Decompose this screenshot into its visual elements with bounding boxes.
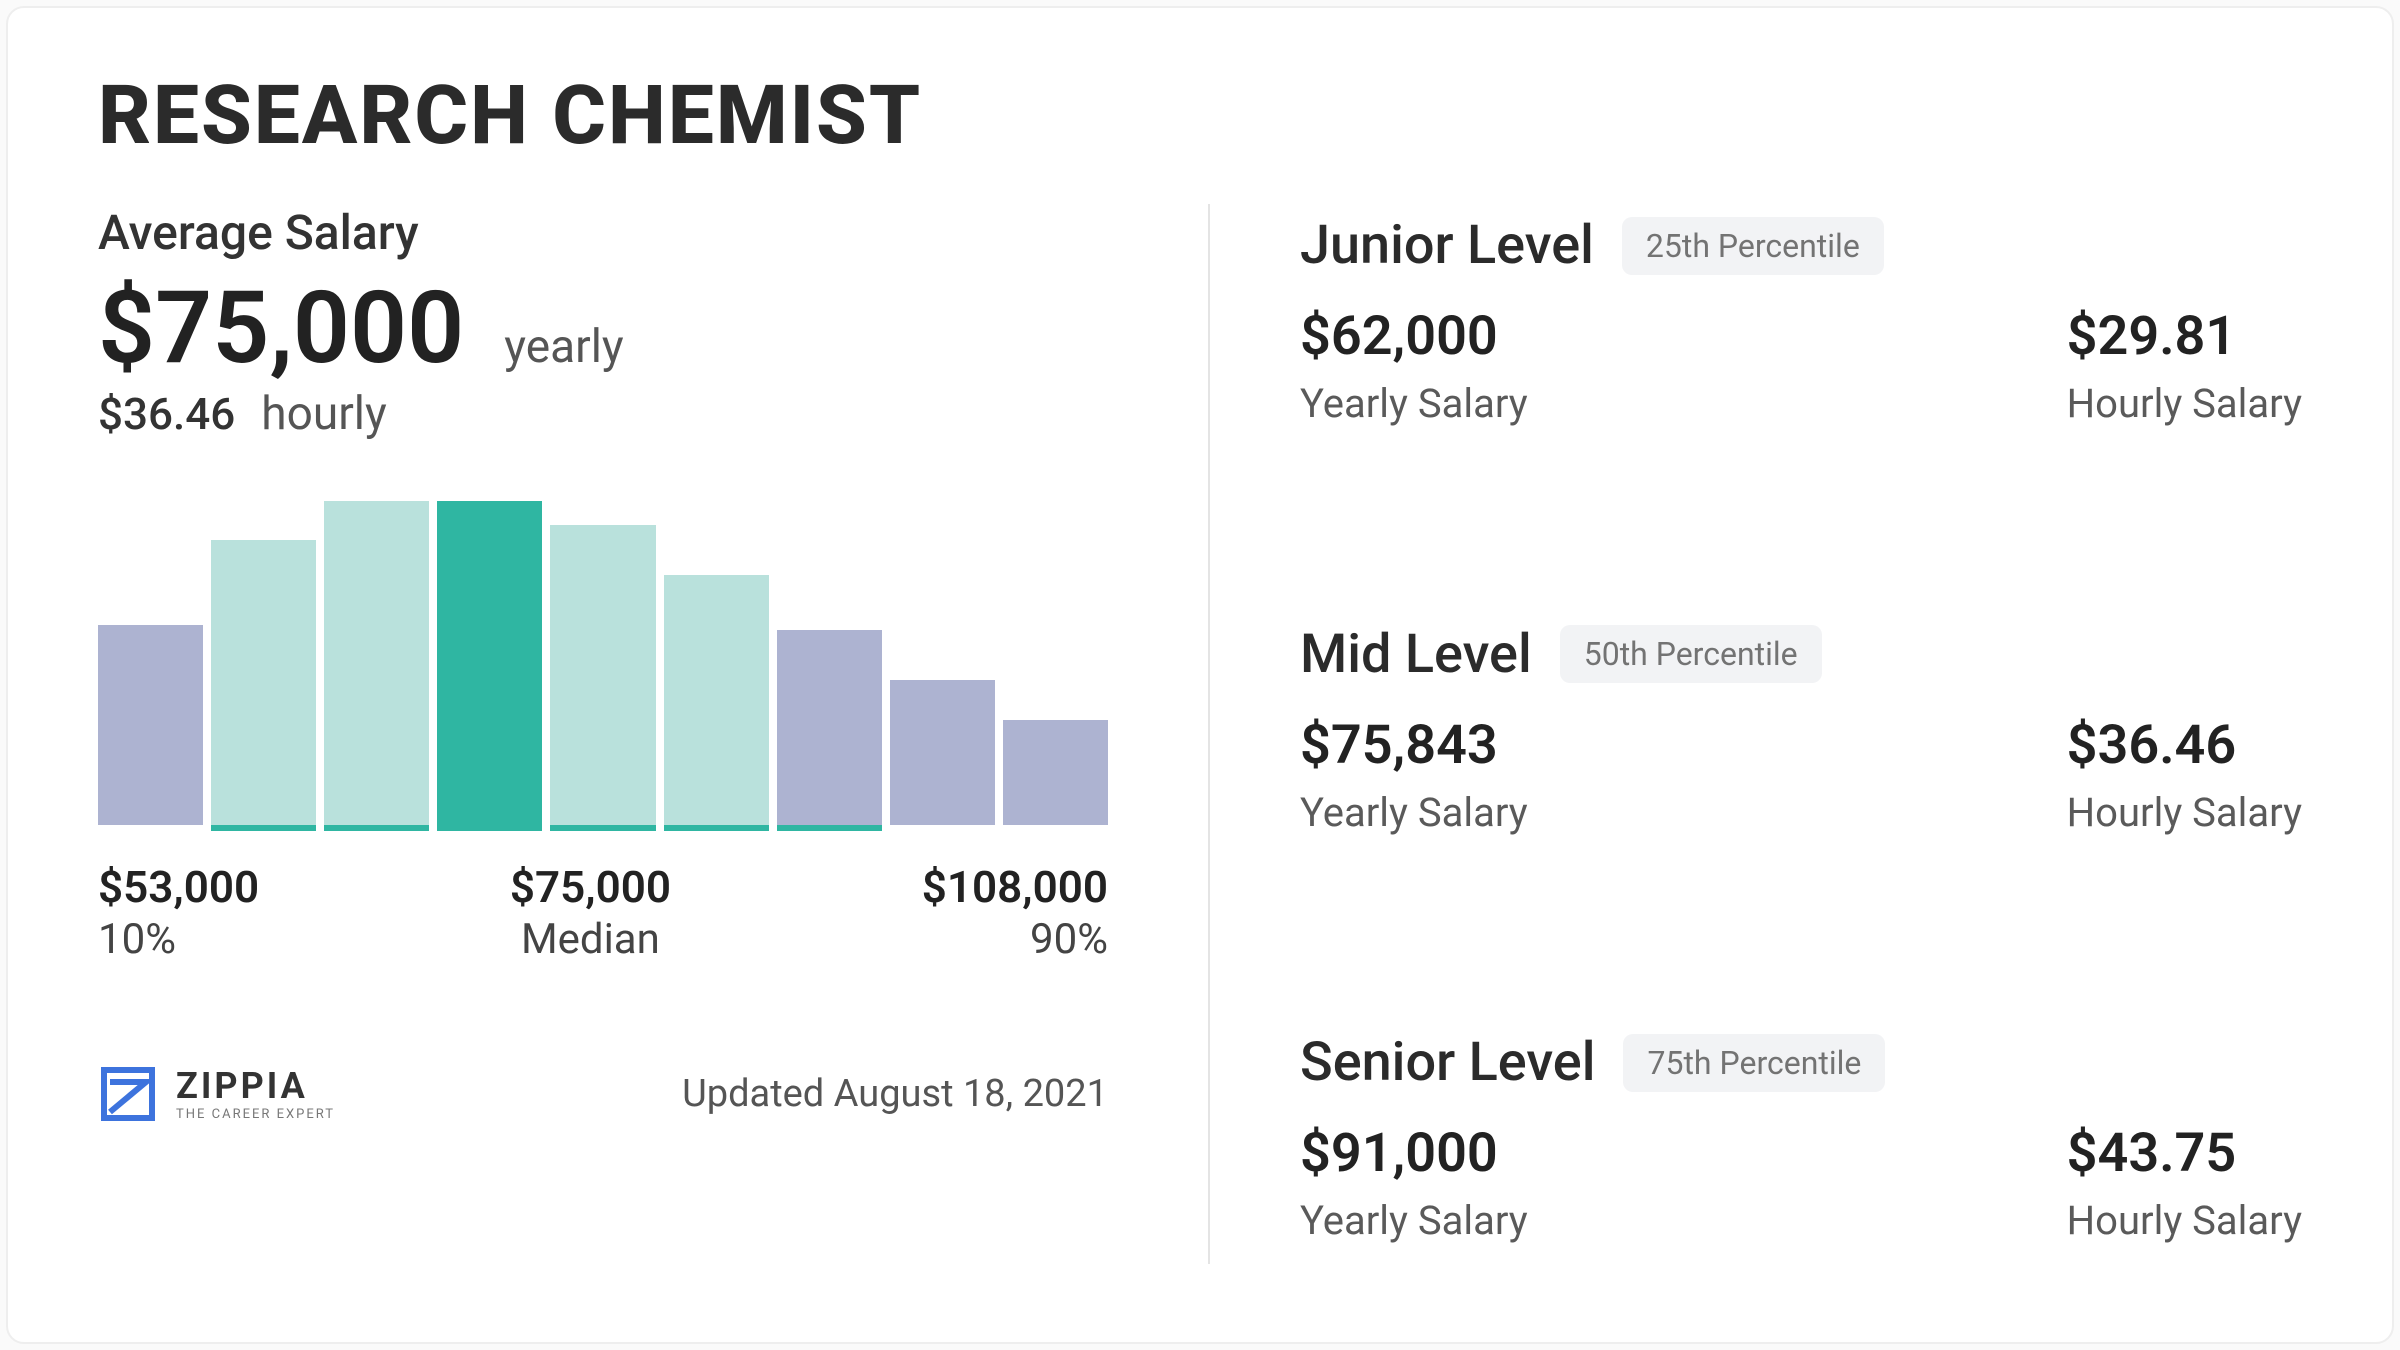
chart-bar-fill [324, 501, 429, 825]
chart-bar-fill [550, 525, 655, 825]
right-panel: Junior Level 25th Percentile $62,000 Yea… [1220, 204, 2302, 1264]
page-title: RESEARCH CHEMIST [98, 68, 2302, 164]
axis-right: $108,000 90% [922, 861, 1108, 964]
level-head: Junior Level 25th Percentile [1300, 214, 2302, 277]
level-hourly-value: $43.75 [2067, 1122, 2302, 1185]
chart-bar [324, 501, 429, 831]
chart-bar [664, 501, 769, 831]
level-senior: Senior Level 75th Percentile $91,000 Yea… [1300, 1031, 2302, 1244]
level-yearly-col: $75,843 Yearly Salary [1300, 714, 1528, 836]
axis-left-label: 10% [98, 915, 259, 964]
level-head: Mid Level 50th Percentile [1300, 623, 2302, 686]
average-yearly-unit: yearly [504, 320, 623, 374]
brand-name: ZIPPIA [176, 1068, 335, 1104]
axis-left-value: $53,000 [98, 861, 259, 913]
brand-logo-text: ZIPPIA THE CAREER EXPERT [176, 1068, 335, 1121]
axis-right-value: $108,000 [922, 861, 1108, 913]
chart-bar [211, 501, 316, 831]
brand-tagline: THE CAREER EXPERT [176, 1108, 335, 1121]
level-name: Junior Level [1300, 214, 1594, 277]
level-values-row: $75,843 Yearly Salary $36.46 Hourly Sala… [1300, 714, 2302, 836]
chart-bar-fill [890, 680, 995, 825]
level-values-row: $62,000 Yearly Salary $29.81 Hourly Sala… [1300, 305, 2302, 427]
chart-bar-underline [211, 825, 316, 831]
average-yearly-row: $75,000 yearly [98, 279, 1138, 379]
level-hourly-value: $36.46 [2067, 714, 2302, 777]
level-yearly-value: $91,000 [1300, 1122, 1528, 1185]
chart-bar-fill [777, 630, 882, 825]
chart-bar-fill [664, 575, 769, 825]
percentile-badge: 25th Percentile [1622, 217, 1884, 275]
level-yearly-value: $62,000 [1300, 305, 1528, 368]
chart-bar [1003, 501, 1108, 831]
level-yearly-label: Yearly Salary [1300, 1197, 1528, 1244]
footer-row: ZIPPIA THE CAREER EXPERT Updated August … [98, 1064, 1108, 1124]
average-hourly-value: $36.46 [98, 388, 235, 440]
chart-bar-underline [437, 825, 542, 831]
level-hourly-label: Hourly Salary [2067, 789, 2302, 836]
chart-bar-fill [211, 540, 316, 825]
average-yearly-value: $75,000 [98, 279, 464, 379]
axis-right-label: 90% [922, 915, 1108, 964]
level-yearly-col: $91,000 Yearly Salary [1300, 1122, 1528, 1244]
axis-mid-label: Median [510, 915, 671, 964]
updated-text: Updated August 18, 2021 [682, 1072, 1108, 1116]
chart-bar-underline [98, 825, 203, 831]
level-hourly-value: $29.81 [2067, 305, 2302, 368]
level-hourly-col: $29.81 Hourly Salary [2067, 305, 2302, 427]
level-yearly-col: $62,000 Yearly Salary [1300, 305, 1528, 427]
chart-bar [550, 501, 655, 831]
left-panel: Average Salary $75,000 yearly $36.46 hou… [98, 204, 1198, 1264]
level-junior: Junior Level 25th Percentile $62,000 Yea… [1300, 214, 2302, 427]
brand-logo: ZIPPIA THE CAREER EXPERT [98, 1064, 335, 1124]
level-mid: Mid Level 50th Percentile $75,843 Yearly… [1300, 623, 2302, 836]
chart-bars [98, 501, 1108, 831]
average-hourly-unit: hourly [261, 387, 386, 441]
chart-bar-fill [437, 501, 542, 825]
average-hourly-row: $36.46 hourly [98, 387, 1138, 441]
chart-bar-underline [664, 825, 769, 831]
chart-bar-underline [1003, 825, 1108, 831]
vertical-divider [1208, 204, 1210, 1264]
salary-distribution-chart: $53,000 10% $75,000 Median $108,000 90% [98, 501, 1108, 964]
level-yearly-label: Yearly Salary [1300, 380, 1528, 427]
level-name: Senior Level [1300, 1031, 1595, 1094]
level-values-row: $91,000 Yearly Salary $43.75 Hourly Sala… [1300, 1122, 2302, 1244]
chart-bar-fill [1003, 720, 1108, 825]
axis-left: $53,000 10% [98, 861, 259, 964]
level-name: Mid Level [1300, 623, 1532, 686]
chart-bar [98, 501, 203, 831]
level-hourly-col: $43.75 Hourly Salary [2067, 1122, 2302, 1244]
chart-axis: $53,000 10% $75,000 Median $108,000 90% [98, 861, 1108, 964]
content-row: Average Salary $75,000 yearly $36.46 hou… [98, 204, 2302, 1264]
average-salary-label: Average Salary [98, 204, 1138, 261]
percentile-badge: 75th Percentile [1623, 1034, 1885, 1092]
level-head: Senior Level 75th Percentile [1300, 1031, 2302, 1094]
chart-bar-underline [777, 825, 882, 831]
axis-mid-value: $75,000 [510, 861, 671, 913]
chart-bar-underline [550, 825, 655, 831]
percentile-badge: 50th Percentile [1560, 625, 1822, 683]
chart-bar-underline [324, 825, 429, 831]
chart-bar [437, 501, 542, 831]
chart-bar [777, 501, 882, 831]
level-yearly-label: Yearly Salary [1300, 789, 1528, 836]
level-hourly-label: Hourly Salary [2067, 380, 2302, 427]
chart-bar-fill [98, 625, 203, 825]
chart-bar-underline [890, 825, 995, 831]
level-hourly-label: Hourly Salary [2067, 1197, 2302, 1244]
salary-card: RESEARCH CHEMIST Average Salary $75,000 … [6, 6, 2394, 1344]
zippia-logo-icon [98, 1064, 158, 1124]
level-yearly-value: $75,843 [1300, 714, 1528, 777]
level-hourly-col: $36.46 Hourly Salary [2067, 714, 2302, 836]
chart-bar [890, 501, 995, 831]
axis-mid: $75,000 Median [510, 861, 671, 964]
